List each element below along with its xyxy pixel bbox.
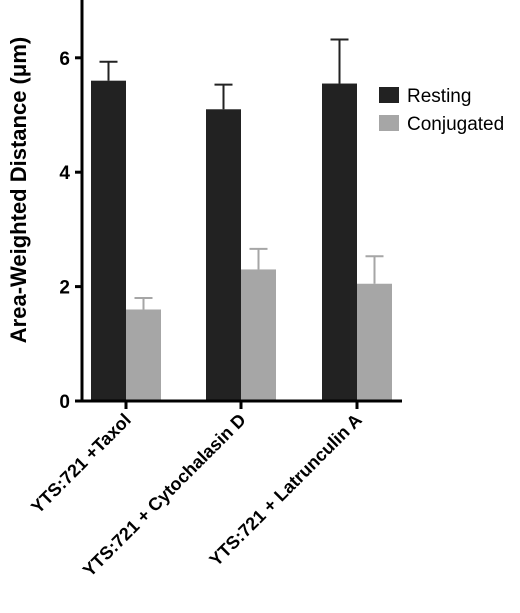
bar-resting-1 (91, 80, 126, 402)
legend-item-resting: Resting (379, 86, 471, 107)
legend-label: Conjugated (407, 114, 504, 135)
error-bar-resting-2 (214, 83, 233, 110)
error-bars-layer (99, 38, 384, 310)
bars-layer (91, 80, 392, 402)
bar-conjugated-2 (241, 269, 276, 401)
error-bar-conjugated-3 (365, 255, 384, 284)
error-bar-conjugated-2 (249, 247, 268, 270)
bar-conjugated-3 (357, 283, 392, 401)
x-category-label: YTS:721 +Taxol (27, 410, 135, 518)
y-axis-title: Area-Weighted Distance (μm) (6, 37, 31, 343)
bar-resting-2 (206, 109, 241, 401)
error-bar-resting-3 (330, 38, 349, 84)
legend: Resting Conjugated (379, 86, 504, 135)
legend-label: Resting (407, 86, 471, 107)
y-tick-label: 6 (59, 49, 70, 70)
bar-conjugated-1 (126, 309, 161, 401)
y-ticks-layer: 0 2 4 6 (59, 49, 82, 413)
y-tick-label: 4 (59, 163, 70, 184)
legend-swatch (379, 115, 399, 131)
error-bar-conjugated-1 (134, 297, 153, 310)
y-tick-label: 2 (59, 278, 70, 299)
legend-item-conjugated: Conjugated (379, 114, 504, 135)
legend-swatch (379, 87, 399, 103)
bar-resting-3 (322, 83, 357, 401)
error-bar-resting-1 (99, 60, 118, 81)
y-tick-label: 0 (59, 392, 70, 413)
